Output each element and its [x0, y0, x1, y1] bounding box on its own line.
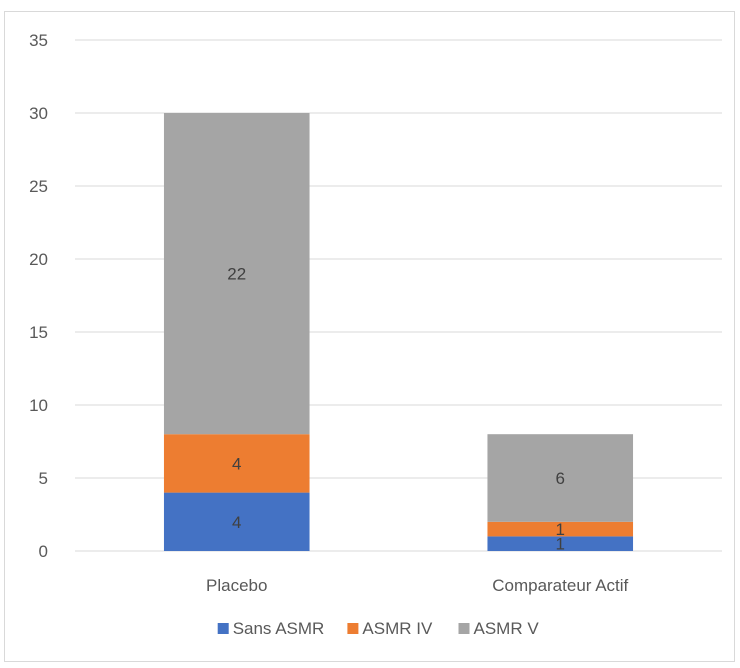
y-tick-label: 5 [39, 469, 48, 488]
data-label: 6 [556, 469, 565, 488]
bar-segment [487, 434, 634, 522]
bar-segment [487, 536, 634, 551]
y-tick-label: 25 [29, 177, 48, 196]
legend-swatch [347, 623, 359, 634]
legend-swatch [217, 623, 229, 634]
data-label: 1 [556, 535, 565, 554]
legend-swatch [458, 623, 470, 634]
data-label: 22 [227, 265, 246, 284]
y-tick-label: 35 [29, 31, 48, 50]
data-label: 4 [232, 454, 241, 473]
bar-segment [163, 492, 310, 551]
legend-label: ASMR V [474, 619, 540, 638]
category-label: Placebo [206, 576, 267, 595]
legend-label: ASMR IV [362, 619, 433, 638]
category-label: Comparateur Actif [492, 576, 628, 595]
category-labels: Placebo Comparateur Actif [206, 576, 629, 595]
y-axis-ticks: 0 5 10 15 20 25 30 35 [29, 31, 48, 561]
y-tick-label: 30 [29, 104, 48, 123]
bar-segment [163, 113, 310, 435]
y-tick-label: 10 [29, 396, 48, 415]
y-tick-label: 0 [39, 542, 48, 561]
bars [163, 113, 634, 551]
chart-frame [4, 11, 735, 662]
y-tick-label: 15 [29, 323, 48, 342]
y-tick-label: 20 [29, 250, 48, 269]
data-labels: 4 4 22 11 6 [227, 265, 565, 554]
data-label: 4 [232, 513, 241, 532]
legend-label: Sans ASMR [233, 619, 325, 638]
bar-segment [163, 434, 310, 493]
bar-segment [487, 521, 634, 537]
data-label: 1 [556, 520, 565, 539]
legend: Sans ASMR ASMR IV ASMR V [217, 619, 540, 638]
